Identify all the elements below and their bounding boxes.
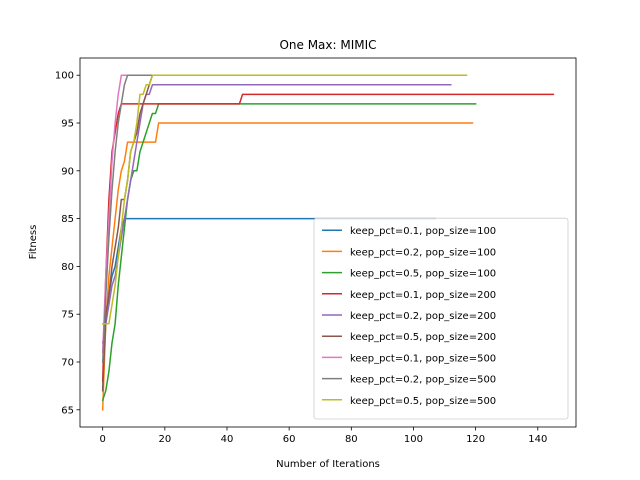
legend-label-4: keep_pct=0.2, pop_size=200: [350, 311, 496, 322]
y-tick-label-1: 70: [61, 357, 74, 368]
x-axis-title: Number of Iterations: [276, 459, 380, 470]
legend: keep_pct=0.1, pop_size=100 keep_pct=0.2, …: [313, 217, 569, 420]
y-axis: 65 70 75 80 85 90 95 100: [55, 71, 80, 416]
series-line-7: [101, 74, 468, 363]
x-tick-label-3: 60: [283, 434, 296, 445]
plot-frame: [79, 57, 577, 428]
series-line-6: [101, 74, 468, 354]
x-tick-label-6: 120: [466, 434, 485, 445]
y-tick-label-4: 85: [61, 214, 74, 225]
y-tick-label-7: 100: [55, 71, 74, 82]
legend-label-0: keep_pct=0.1, pop_size=100: [350, 226, 496, 237]
legend-box: [313, 217, 569, 420]
series-layer: [101, 74, 555, 411]
x-axis: 0 20 40 60 80 100 120 140: [99, 427, 547, 445]
legend-label-6: keep_pct=0.1, pop_size=500: [350, 353, 496, 364]
y-tick-label-2: 75: [61, 310, 74, 321]
legend-label-8: keep_pct=0.5, pop_size=500: [350, 396, 496, 407]
x-tick-label-7: 140: [528, 434, 547, 445]
legend-label-5: keep_pct=0.5, pop_size=200: [350, 332, 496, 343]
y-tick-label-6: 95: [61, 119, 74, 130]
legend-label-1: keep_pct=0.2, pop_size=100: [350, 247, 496, 258]
x-tick-label-5: 100: [404, 434, 423, 445]
x-tick-label-4: 80: [345, 434, 358, 445]
x-tick-label-0: 0: [99, 434, 105, 445]
series-line-1: [101, 122, 474, 411]
legend-label-7: keep_pct=0.2, pop_size=500: [350, 375, 496, 386]
legend-label-3: keep_pct=0.1, pop_size=200: [350, 290, 496, 301]
y-tick-label-0: 65: [61, 405, 74, 416]
chart-title: One Max: MIMIC: [279, 38, 376, 52]
series-line-4: [101, 84, 452, 344]
y-tick-label-5: 90: [61, 166, 74, 177]
y-axis-title: Fitness: [28, 225, 39, 260]
x-tick-label-2: 40: [221, 434, 234, 445]
series-line-2: [101, 103, 477, 402]
series-line-8: [101, 74, 468, 325]
x-tick-label-1: 20: [158, 434, 171, 445]
legend-label-2: keep_pct=0.5, pop_size=100: [350, 269, 496, 280]
y-tick-label-3: 80: [61, 262, 74, 273]
